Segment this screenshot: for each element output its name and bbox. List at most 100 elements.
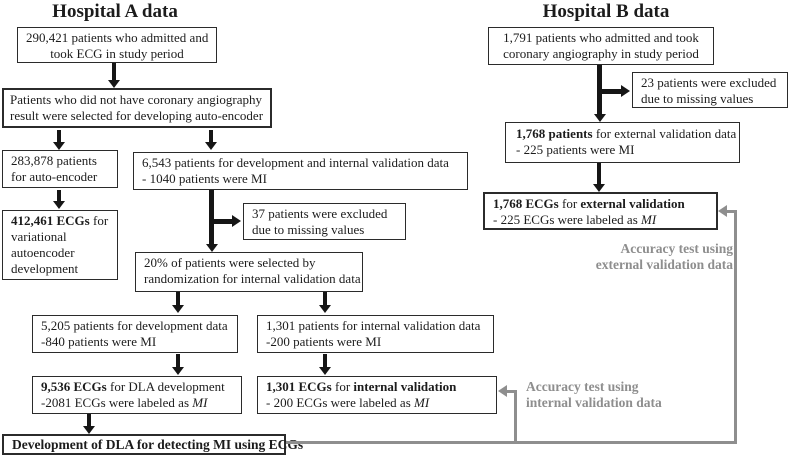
text-line: result were selected for developing auto…	[10, 108, 264, 123]
text-line: coronary angiography in study period	[503, 46, 699, 61]
text-line: 1,768 ECGs for external validation	[493, 196, 708, 212]
box-a-internal-patients: 1,301 patients for internal validation d…	[257, 315, 494, 353]
text-line: 23 patients were excluded	[641, 75, 777, 90]
text-line: 6,543 patients for development and inter…	[142, 155, 449, 170]
text-line: internal validation data	[526, 395, 662, 410]
text-line: 20% of patients were selected by	[144, 255, 316, 270]
arrow-a-randomization-to-development-stem	[176, 292, 180, 305]
arrow-b-branch-to-excluded-head	[621, 85, 630, 97]
arrow-a-devinternal-to-randomization-head	[206, 244, 218, 252]
box-a-no-angiography: Patients who did not have coronary angio…	[2, 88, 272, 128]
box-b-admitted: 1,791 patients who admitted and took cor…	[488, 27, 714, 65]
box-a-development-patients: 5,205 patients for development data -840…	[32, 315, 238, 353]
text-line: -2081 ECGs were labeled as MI	[41, 395, 233, 411]
box-a-vae-ecgs: 412,461 ECGs for variational autoencoder…	[2, 210, 118, 280]
accuracy-external-note: Accuracy test using external validation …	[560, 241, 733, 273]
text-segment: for	[558, 196, 581, 211]
box-a-excluded: 37 patients were excluded due to missing…	[243, 203, 406, 240]
arrow-a-development-to-dlaecgs-head	[172, 367, 184, 375]
text-line: variational	[11, 229, 67, 244]
arrow-a-autoencoder-to-vae-head	[53, 201, 65, 209]
text-segment: for	[331, 379, 354, 394]
arrow-b-branch-to-excluded-stem	[599, 89, 621, 94]
text-line: 283,878 patients	[11, 153, 97, 168]
text-line: 1,791 patients who admitted and took	[503, 30, 699, 45]
connector-internal-stub	[506, 390, 517, 393]
text-line: 1,768 patients for external validation d…	[516, 126, 736, 142]
text-line: 1,301 ECGs for internal validation	[266, 379, 488, 395]
arrow-a-randomization-to-internal-stem	[323, 292, 327, 305]
arrow-a-dlaecgs-to-dladev-stem	[87, 414, 91, 426]
text-line: Development of DLA for detecting MI usin…	[12, 437, 304, 452]
text-segment: for DLA development	[106, 379, 225, 394]
arrow-a-admitted-to-noangio-head	[108, 80, 120, 88]
arrow-a-branch-to-excluded-stem	[211, 219, 232, 224]
arrow-a-development-to-dlaecgs-stem	[176, 354, 180, 367]
text-line: -200 patients were MI	[266, 334, 382, 349]
arrow-a-dlaecgs-to-dladev-head	[83, 426, 95, 434]
connector-bottom-line	[286, 441, 737, 444]
hospital-b-title: Hospital B data	[542, 1, 670, 22]
text-segment: 9,536 ECGs	[41, 379, 107, 394]
text-line: 290,421 patients who admitted and	[26, 30, 209, 45]
connector-external-arrow-head	[718, 205, 727, 217]
text-segment: 1,768 patients	[516, 126, 593, 141]
arrow-a-internal-to-internalecgs-stem	[323, 354, 327, 367]
box-b-external-ecgs: 1,768 ECGs for external validation - 225…	[483, 192, 718, 230]
text-segment: MI	[192, 395, 208, 410]
box-b-external-patients: 1,768 patients for external validation d…	[505, 122, 740, 163]
text-line: 1,301 patients for internal validation d…	[266, 318, 481, 333]
text-line: 37 patients were excluded	[252, 206, 388, 221]
text-segment: external validation	[580, 196, 685, 211]
connector-internal-arrow-head	[498, 385, 507, 397]
box-a-dla-ecgs: 9,536 ECGs for DLA development -2081 ECG…	[32, 376, 242, 414]
text-line: Accuracy test using	[526, 379, 639, 394]
text-segment: - 225 ECGs were labeled as	[493, 212, 642, 227]
text-line: development	[11, 261, 79, 276]
arrow-a-autoencoder-to-vae-stem	[57, 190, 61, 201]
text-line: -840 patients were MI	[41, 334, 157, 349]
accuracy-internal-note: Accuracy test using internal validation …	[526, 379, 662, 411]
connector-external-vertical	[734, 211, 737, 444]
text-line: 5,205 patients for development data	[41, 318, 228, 333]
text-segment: 1,301 ECGs	[266, 379, 332, 394]
arrow-a-randomization-to-internal-head	[319, 305, 331, 313]
text-line: Accuracy test using	[620, 241, 733, 256]
text-segment: 412,461 ECGs	[11, 213, 90, 228]
arrow-a-admitted-to-noangio-stem	[112, 63, 116, 80]
text-line: autoencoder	[11, 245, 75, 260]
text-line: took ECG in study period	[50, 46, 184, 61]
hospital-a-title: Hospital A data	[52, 1, 178, 22]
arrow-a-branch-to-excluded-head	[232, 215, 241, 227]
text-segment: for external validation data	[592, 126, 737, 141]
arrow-b-externalpatients-to-externalecgs-head	[593, 184, 605, 192]
arrow-a-devinternal-to-randomization-stem	[209, 190, 214, 244]
text-line: Patients who did not have coronary angio…	[10, 92, 262, 107]
text-line: randomization for internal validation da…	[144, 271, 361, 286]
box-a-randomization: 20% of patients were selected by randomi…	[135, 252, 363, 292]
box-a-admitted: 290,421 patients who admitted and took E…	[17, 27, 217, 63]
text-line: - 1040 patients were MI	[142, 171, 267, 186]
text-segment: - 200 ECGs were labeled as	[266, 395, 415, 410]
arrow-a-noangio-to-autoencoder-head	[53, 142, 65, 150]
connector-external-stub	[727, 210, 737, 213]
text-line: - 200 ECGs were labeled as MI	[266, 395, 488, 411]
arrow-a-randomization-to-development-head	[172, 305, 184, 313]
text-segment: -2081 ECGs were labeled as	[41, 395, 193, 410]
arrow-b-admitted-to-externalpatients-head	[594, 114, 606, 122]
text-line: due to missing values	[252, 222, 365, 237]
text-segment: 1,768 ECGs	[493, 196, 559, 211]
text-line: 412,461 ECGs for	[11, 213, 109, 229]
box-a-dev-internal: 6,543 patients for development and inter…	[133, 152, 468, 190]
text-line: external validation data	[595, 257, 733, 272]
arrow-a-internal-to-internalecgs-head	[319, 367, 331, 375]
arrow-a-noangio-to-devinternal-head	[205, 142, 217, 150]
connector-internal-vertical	[514, 391, 517, 444]
text-segment: for	[89, 213, 109, 228]
box-b-excluded: 23 patients were excluded due to missing…	[632, 72, 788, 108]
arrow-a-noangio-to-autoencoder-stem	[57, 130, 61, 142]
arrow-a-noangio-to-devinternal-stem	[209, 130, 213, 142]
text-segment: internal validation	[353, 379, 457, 394]
text-line: - 225 ECGs were labeled as MI	[493, 212, 708, 228]
